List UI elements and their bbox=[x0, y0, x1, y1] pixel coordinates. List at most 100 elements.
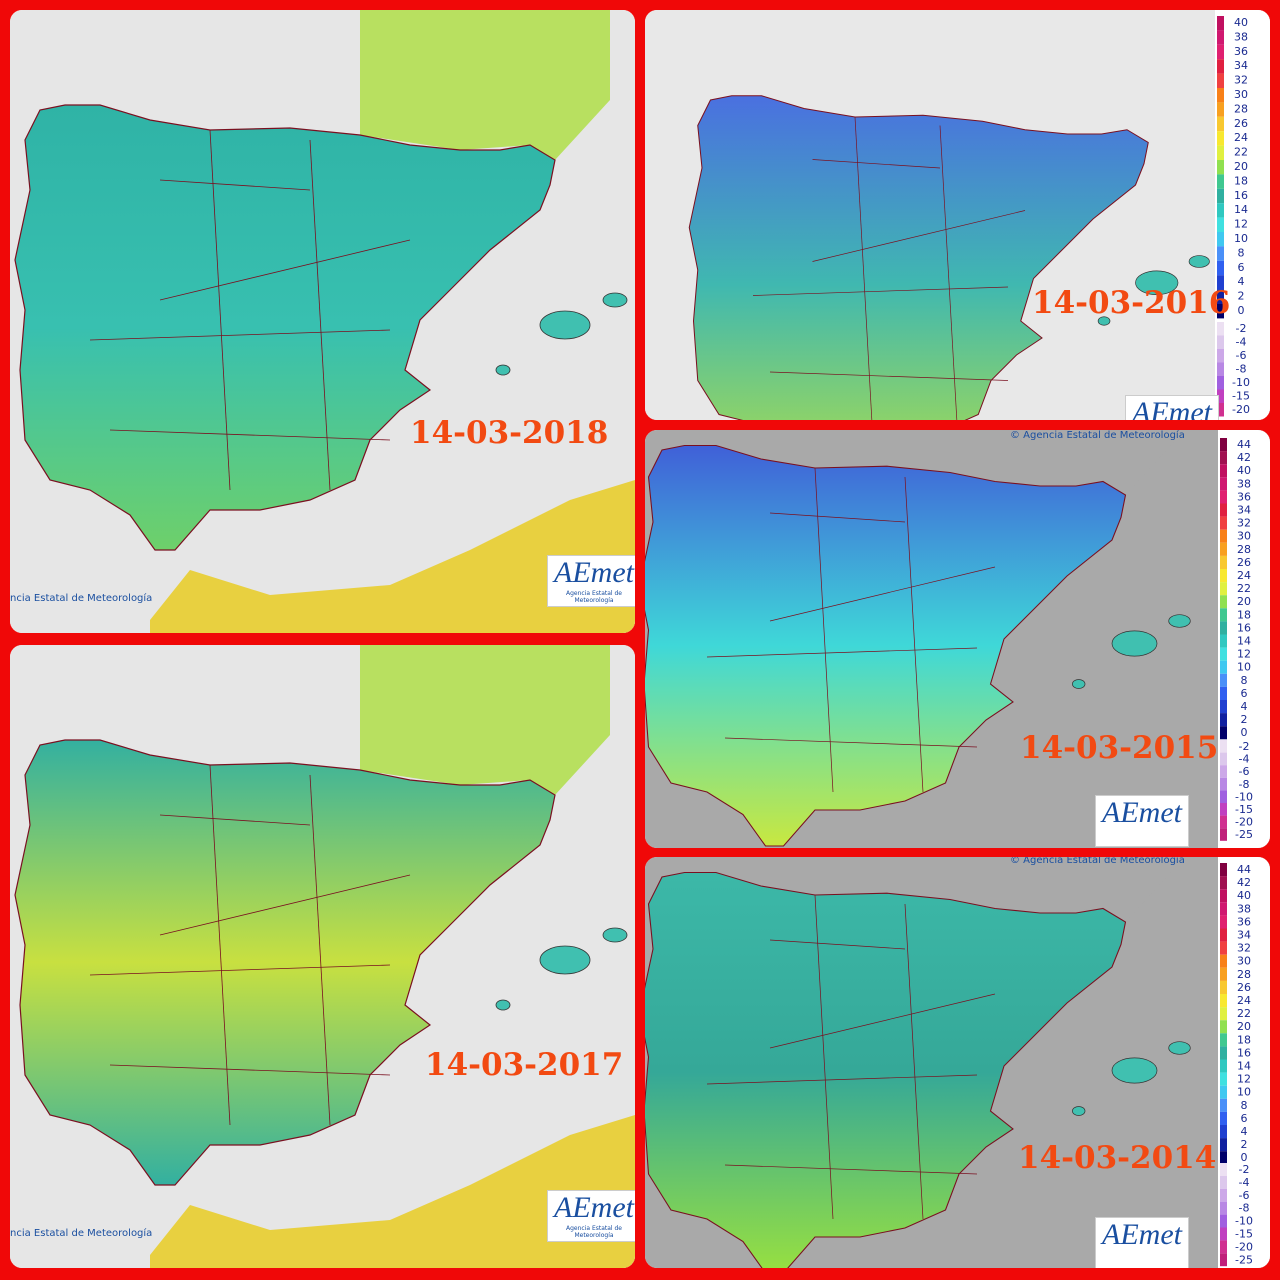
legend-label: 24 bbox=[1237, 569, 1251, 582]
land bbox=[14, 10, 635, 633]
legend-label: 14 bbox=[1237, 635, 1251, 648]
province-border bbox=[769, 993, 996, 1049]
island bbox=[1111, 1057, 1158, 1084]
legend-swatch bbox=[1220, 902, 1227, 916]
legend-label: 28 bbox=[1237, 543, 1251, 556]
legend-swatch bbox=[1217, 145, 1224, 160]
map bbox=[10, 10, 635, 633]
legend-label: 6 bbox=[1238, 261, 1245, 274]
legend-label: 40 bbox=[1237, 464, 1251, 477]
legend-swatch bbox=[1220, 490, 1227, 504]
island bbox=[1188, 255, 1210, 268]
legend-label: 36 bbox=[1237, 490, 1251, 503]
legend-swatch bbox=[1217, 275, 1224, 290]
france bbox=[950, 430, 1176, 496]
legend-swatch bbox=[1217, 102, 1224, 117]
legend-label: -25 bbox=[1235, 1253, 1253, 1266]
legend-swatch bbox=[1220, 595, 1227, 609]
iberia bbox=[645, 444, 1127, 847]
legend-label: 42 bbox=[1237, 876, 1251, 889]
legend-swatch bbox=[1217, 30, 1224, 45]
land bbox=[645, 430, 1191, 847]
legend-label: 18 bbox=[1237, 608, 1251, 621]
legend-label: 10 bbox=[1234, 232, 1248, 245]
legend-swatch bbox=[1220, 1138, 1227, 1152]
legend-label: 32 bbox=[1237, 942, 1251, 955]
legend-swatch bbox=[1220, 876, 1227, 890]
legend-label: 16 bbox=[1237, 621, 1251, 634]
africa bbox=[150, 480, 635, 633]
island bbox=[1135, 270, 1179, 295]
legend-swatch bbox=[1217, 73, 1224, 88]
legend-label: 36 bbox=[1234, 45, 1248, 58]
legend-swatch bbox=[1220, 529, 1227, 543]
legend-swatch bbox=[1220, 1151, 1227, 1165]
logo: AEmet bbox=[1095, 1217, 1189, 1268]
legend-swatch bbox=[1220, 1111, 1227, 1125]
legend-swatch bbox=[1220, 1214, 1227, 1228]
legend-swatch bbox=[1220, 1175, 1227, 1189]
island bbox=[602, 927, 628, 943]
legend-label: -20 bbox=[1232, 403, 1250, 416]
legend-swatch bbox=[1220, 828, 1227, 841]
legend-swatch bbox=[1217, 403, 1224, 417]
legend-swatch bbox=[1220, 1227, 1227, 1241]
legend-label: 2 bbox=[1238, 290, 1245, 303]
province-border bbox=[752, 286, 1009, 296]
legend-label: -8 bbox=[1239, 778, 1250, 791]
province-border bbox=[159, 814, 311, 826]
legend-swatch bbox=[1220, 1163, 1227, 1176]
legend-label: -8 bbox=[1239, 1202, 1250, 1215]
legend-label: 28 bbox=[1234, 102, 1248, 115]
legend-swatch bbox=[1220, 1125, 1227, 1139]
legend-swatch bbox=[1220, 438, 1227, 452]
province-border bbox=[89, 329, 391, 341]
legend-label: 22 bbox=[1237, 1007, 1251, 1020]
legend-label: 22 bbox=[1234, 146, 1248, 159]
legend-label: -25 bbox=[1235, 828, 1253, 841]
logo-subtitle: Agencia Estatal de Meteorología bbox=[565, 1225, 622, 1239]
map-panel: 14-03-2017 AEmet Agencia Estatal de Meteor… bbox=[10, 645, 635, 1268]
province-border bbox=[159, 874, 411, 936]
legend-label: -4 bbox=[1239, 1176, 1250, 1189]
island bbox=[602, 292, 628, 308]
legend-label: 44 bbox=[1237, 863, 1251, 876]
legend-swatch bbox=[1217, 376, 1224, 390]
legend-swatch bbox=[1217, 59, 1224, 74]
legend-swatch bbox=[1220, 516, 1227, 530]
legend-swatch bbox=[1220, 700, 1227, 714]
legend-swatch bbox=[1220, 941, 1227, 955]
map: 4442403836343230282624222018161412108642… bbox=[645, 857, 1270, 1268]
island bbox=[1168, 614, 1191, 628]
iberia bbox=[688, 95, 1149, 420]
legend-swatch bbox=[1220, 1240, 1227, 1254]
legend-swatch bbox=[1220, 464, 1227, 478]
legend-swatch bbox=[1220, 740, 1227, 753]
land bbox=[645, 857, 1191, 1268]
logo-subtitle: Agencia Estatal de Meteorología bbox=[565, 590, 622, 604]
province-border bbox=[769, 939, 906, 950]
legend-label: -15 bbox=[1235, 1228, 1253, 1241]
legend-swatch bbox=[1220, 647, 1227, 661]
legend-label: -10 bbox=[1232, 376, 1250, 389]
province-border bbox=[769, 371, 1009, 381]
legend-label: 8 bbox=[1241, 674, 1248, 687]
legend-label: -15 bbox=[1235, 803, 1253, 816]
legend-label: 20 bbox=[1237, 1020, 1251, 1033]
legend-swatch bbox=[1220, 686, 1227, 700]
legend-label: 6 bbox=[1241, 1112, 1248, 1125]
map-panel: 14-03-2018 AEmet Agencia Estatal de Meteor… bbox=[10, 10, 635, 633]
legend-label: 12 bbox=[1237, 1073, 1251, 1086]
legend-swatch bbox=[1220, 1033, 1227, 1047]
island bbox=[1168, 1041, 1191, 1055]
province-border bbox=[706, 1074, 978, 1085]
legend-label: 40 bbox=[1237, 889, 1251, 902]
legend-swatch bbox=[1220, 765, 1227, 778]
legend-swatch bbox=[1220, 863, 1227, 877]
province-border bbox=[706, 647, 978, 658]
legend-swatch bbox=[1217, 203, 1224, 218]
legend-label: 32 bbox=[1234, 74, 1248, 87]
legend-swatch bbox=[1217, 217, 1224, 232]
province-border bbox=[724, 1164, 978, 1175]
legend-label: -8 bbox=[1236, 363, 1247, 376]
